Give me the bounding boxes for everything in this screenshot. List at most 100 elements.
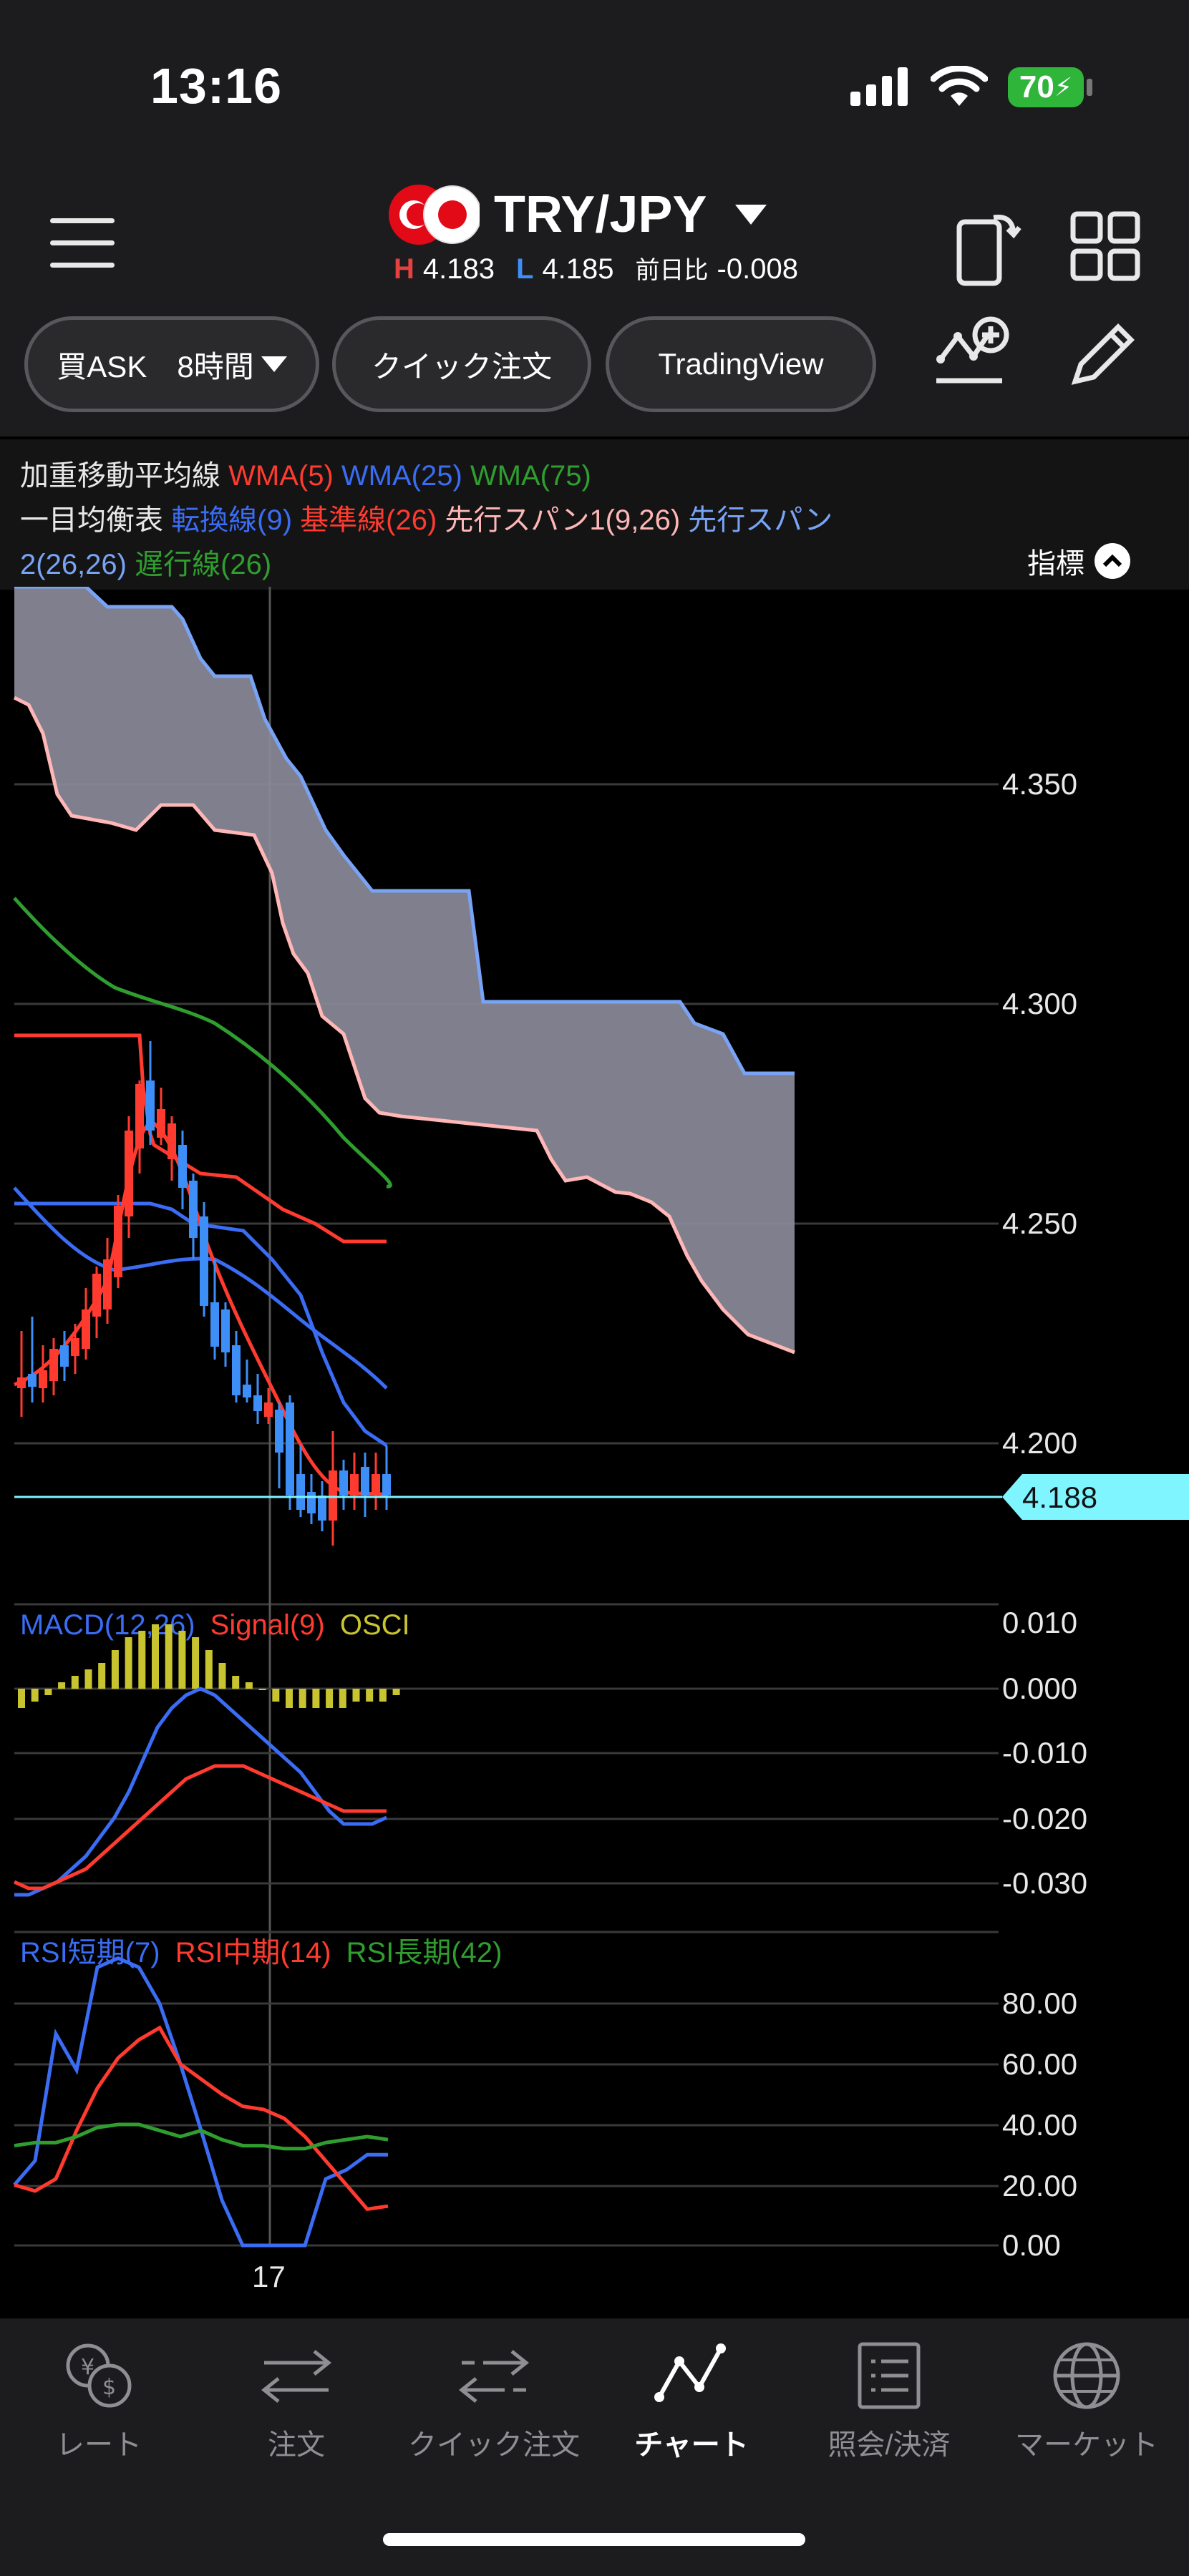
osci-bar (232, 1676, 240, 1689)
osci-bar (178, 1631, 186, 1689)
candle (49, 1349, 58, 1381)
quick-order-button[interactable]: クイック注文 (332, 316, 591, 412)
candle (339, 1470, 348, 1496)
osci-bar (312, 1689, 320, 1708)
osci-bar (326, 1689, 334, 1708)
macd-tick-3: -0.020 (1002, 1802, 1087, 1835)
candle (82, 1309, 90, 1349)
current-price-label: 4.188 (1022, 1480, 1097, 1514)
macd-tick-2: -0.010 (1002, 1736, 1087, 1770)
macd-tick-0: 0.010 (1002, 1606, 1077, 1639)
osci-bar (152, 1624, 159, 1689)
tradingview-button[interactable]: TradingView (606, 316, 876, 412)
span1-label: 先行スパン1(9,26) (445, 504, 681, 536)
high-value: 4.183 (422, 253, 495, 285)
low-label: L (516, 253, 534, 285)
macd-tick-1: 0.000 (1002, 1672, 1077, 1705)
candle (92, 1274, 101, 1317)
rotate-screen-icon[interactable] (952, 208, 1024, 286)
candle (296, 1474, 305, 1510)
candle (253, 1395, 262, 1411)
candle (382, 1474, 391, 1496)
tenkan-label: 転換線(9) (171, 504, 293, 536)
quick-order-icon (458, 2350, 530, 2403)
wma25-label: WMA(25) (341, 460, 462, 492)
span2-label-b: 2(26,26) (20, 549, 127, 580)
price-gridlines (14, 783, 999, 1606)
tradingview-label: TradingView (658, 347, 824, 381)
kijun-label: 基準線(26) (300, 504, 437, 536)
osci-bar (205, 1650, 213, 1689)
nav-quick-order[interactable]: クイック注文 (395, 2340, 593, 2463)
list-document-icon (858, 2342, 921, 2409)
rsi42-line (14, 2122, 389, 2151)
candle (168, 1123, 176, 1159)
indicator-legend: 加重移動平均線 WMA(5) WMA(25) WMA(75) 一目均衡表 転換線… (0, 439, 1189, 590)
nav-order[interactable]: 注文 (198, 2340, 395, 2463)
candle (71, 1338, 79, 1356)
currency-pair-selector[interactable]: TRY/JPY (387, 179, 767, 250)
side-timeframe-button[interactable]: 買ASK 8時間 (24, 316, 319, 412)
rsi-tick-3: 20.00 (1002, 2169, 1077, 2202)
rsi14-line (14, 2025, 389, 2211)
ichimoku-title: 一目均衡表 (20, 504, 163, 536)
osci-bar (84, 1669, 92, 1689)
candle (135, 1084, 144, 1148)
candle (114, 1206, 122, 1277)
span2-line (14, 587, 795, 1075)
candle (286, 1402, 294, 1496)
wifi-icon (931, 66, 988, 106)
osci-bar (299, 1689, 306, 1708)
osci-bar (165, 1624, 173, 1689)
nav-rate[interactable]: ¥ $ レート (0, 2340, 198, 2463)
nav-inquiry-label: 照会/決済 (828, 2429, 951, 2461)
rsi-tick-0: 80.00 (1002, 1986, 1077, 2020)
candle (200, 1216, 208, 1306)
home-indicator (383, 2533, 805, 2546)
change-label: 前日比 (635, 257, 709, 284)
layout-grid-icon[interactable] (1070, 211, 1142, 283)
osci-bar (44, 1689, 52, 1695)
osci-bar (245, 1682, 253, 1689)
chart-canvas[interactable]: 4.188 4.350 4.300 4.250 4.200 MACD(12,26… (0, 587, 1189, 2318)
nav-market[interactable]: マーケット (988, 2340, 1185, 2463)
candle (210, 1302, 219, 1347)
indicator-toggle[interactable]: 指標 (1027, 540, 1130, 582)
candle (243, 1385, 251, 1397)
chart-line-icon (654, 2343, 726, 2402)
rsi42-legend-label: RSI長期(42) (346, 1937, 503, 1968)
tenkan-line (14, 1201, 388, 1448)
osci-bar (138, 1631, 146, 1689)
candles (17, 1041, 391, 1546)
nav-rate-label: レート (56, 2429, 142, 2461)
pair-name: TRY/JPY (494, 186, 707, 243)
price-tick-4250: 4.250 (1002, 1206, 1077, 1240)
candle (178, 1145, 187, 1188)
osci-bar (18, 1689, 25, 1708)
candle (372, 1474, 380, 1496)
draw-pencil-icon[interactable] (1067, 318, 1138, 390)
osci-bar (71, 1676, 79, 1689)
rsi-tick-1: 60.00 (1002, 2047, 1077, 2081)
svg-text:$: $ (102, 2375, 116, 2400)
nav-chart[interactable]: チャート (593, 2340, 790, 2463)
cellular-signal-icon (850, 67, 908, 106)
nav-order-label: 注文 (268, 2429, 325, 2461)
globe-icon (1053, 2342, 1120, 2409)
osci-bar (258, 1689, 266, 1690)
osci-bar (339, 1689, 346, 1708)
current-price-tag (1002, 1474, 1189, 1520)
signal-line (13, 1764, 387, 1890)
osci-bar (98, 1663, 106, 1689)
macd-gridlines (14, 1687, 999, 1933)
candle (125, 1131, 133, 1216)
battery-level: 70 (1019, 69, 1054, 104)
osci-bar (58, 1682, 66, 1689)
indicator-toggle-label: 指標 (1027, 548, 1084, 580)
candle (39, 1370, 47, 1388)
nav-inquiry[interactable]: 照会/決済 (790, 2340, 988, 2463)
candle (361, 1467, 369, 1496)
add-indicator-icon[interactable] (931, 315, 1009, 386)
hamburger-menu-icon[interactable] (50, 218, 115, 268)
wma75-label: WMA(75) (470, 460, 591, 492)
